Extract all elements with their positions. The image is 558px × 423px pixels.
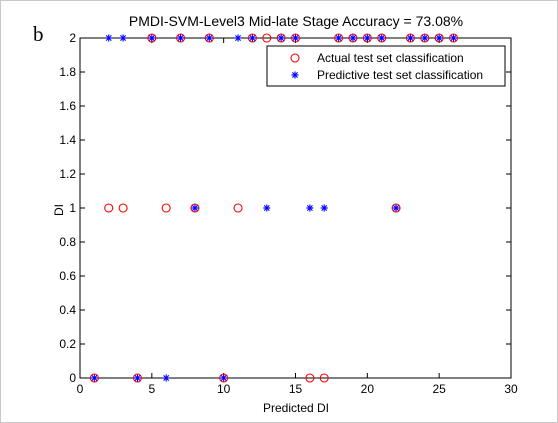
predicted-point	[234, 34, 242, 42]
predicted-point	[291, 34, 300, 42]
predicted-point	[435, 34, 443, 42]
predicted-point	[263, 204, 271, 212]
y-tick-label: 1.4	[59, 133, 76, 147]
y-tick-label: 1	[69, 201, 76, 215]
actual-point	[147, 33, 157, 43]
predicted-point	[378, 34, 386, 42]
y-tick-label: 0.4	[59, 303, 76, 317]
y-tick-label: 0	[69, 371, 76, 385]
actual-point	[161, 203, 171, 213]
legend-box	[266, 45, 506, 87]
x-tick-label: 0	[77, 382, 84, 396]
y-tick-label: 0.6	[59, 269, 76, 283]
x-tick-label: 20	[361, 382, 375, 396]
data-points	[89, 33, 459, 383]
predicted-point	[320, 204, 328, 212]
actual-point	[377, 33, 387, 43]
predicted-point	[306, 204, 314, 212]
predicted-point	[421, 34, 429, 42]
predicted-point	[205, 34, 213, 42]
chart-title: PMDI-SVM-Level3 Mid-late Stage Accuracy …	[129, 13, 463, 29]
x-tick-label: 15	[289, 382, 303, 396]
predicted-point	[148, 34, 156, 42]
predicted-point	[335, 34, 343, 42]
predicted-point	[162, 374, 170, 382]
actual-point	[448, 33, 459, 43]
actual-point	[89, 373, 99, 383]
actual-point	[233, 203, 243, 213]
actual-point	[219, 373, 229, 383]
actual-point	[319, 373, 329, 383]
actual-point	[118, 203, 128, 213]
actual-point	[262, 33, 272, 43]
predicted-point	[105, 34, 113, 42]
plot-box	[79, 37, 512, 379]
predicted-point	[349, 34, 357, 42]
predicted-point	[392, 204, 400, 212]
actual-point	[176, 33, 186, 43]
y-tick-label: 1.8	[59, 65, 76, 79]
actual-point	[420, 33, 430, 43]
predicted-point	[90, 374, 98, 382]
actual-point	[104, 203, 114, 213]
actual-point	[204, 33, 214, 43]
y-tick-label: 1.2	[59, 167, 76, 181]
actual-point	[132, 373, 143, 383]
legend-entry-label: Actual test set classification	[317, 51, 464, 65]
predicted-point	[363, 34, 371, 42]
y-tick-label: 0.2	[59, 337, 76, 351]
predicted-point	[133, 374, 142, 382]
predicted-point	[191, 204, 199, 212]
actual-point	[348, 33, 358, 43]
legend-asterisk-marker	[291, 71, 299, 79]
actual-point	[405, 33, 415, 43]
actual-point	[190, 203, 200, 213]
y-tick-label: 2	[69, 31, 76, 45]
predicted-point	[449, 34, 458, 42]
x-tick-label: 5	[148, 382, 155, 396]
actual-point	[290, 33, 301, 43]
y-tick-label: 0.8	[59, 235, 76, 249]
actual-point	[247, 33, 257, 43]
x-tick-label: 25	[432, 382, 446, 396]
panel-label: b	[33, 22, 44, 46]
x-tick-label: 30	[504, 382, 518, 396]
x-axis-label: Predicted DI	[263, 401, 329, 415]
actual-point	[334, 33, 344, 43]
predicted-point	[119, 34, 127, 42]
actual-point	[434, 33, 444, 43]
actual-point	[391, 203, 401, 213]
predicted-point	[248, 34, 256, 42]
y-axis-label: DI	[52, 204, 66, 216]
x-tick-label: 10	[217, 382, 231, 396]
predicted-point	[176, 34, 185, 42]
actual-point	[362, 33, 372, 43]
predicted-point	[277, 34, 285, 42]
actual-point	[305, 373, 315, 383]
legend-circle-marker	[290, 53, 300, 63]
legend: Actual test set classification Predictive…	[266, 45, 506, 87]
y-tick-label: 1.6	[59, 99, 76, 113]
legend-entry-label: Predictive test set classification	[317, 68, 483, 82]
actual-point	[276, 33, 286, 43]
predicted-point	[220, 374, 228, 382]
predicted-point	[406, 34, 415, 42]
